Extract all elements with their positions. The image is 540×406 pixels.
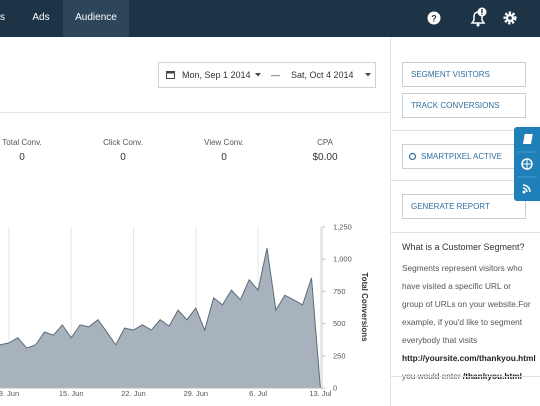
url: http://yoursite.com/thankyou.html xyxy=(402,353,536,363)
nav-tab[interactable]: s xyxy=(0,12,5,23)
text: Segments represent visitors who have vis… xyxy=(402,263,531,345)
y-tick-label: 1,250 xyxy=(333,223,352,232)
bell-icon[interactable] xyxy=(470,7,487,27)
y-tick-label: 750 xyxy=(333,287,346,296)
button[interactable]: SMARTPIXEL ACTIVE xyxy=(402,144,526,169)
chart: Total Conversions 8. Jun 15. Jun 22. Jun 29… xyxy=(0,223,369,398)
divider xyxy=(391,180,540,181)
x-tick-label: 6. Jul xyxy=(249,389,267,398)
stat-label: Total Conv. xyxy=(2,138,42,147)
stat-label: CPA xyxy=(317,138,333,147)
date-separator: — xyxy=(271,70,280,80)
settings-icon[interactable] xyxy=(503,11,517,25)
button[interactable]: TRACK CONVERSIONS xyxy=(402,93,526,118)
y-tick-label: 0 xyxy=(333,384,337,393)
x-tick-label: 15. Jun xyxy=(59,389,84,398)
divider xyxy=(391,130,540,131)
top-nav: s Ads Audience ? xyxy=(0,0,540,37)
button[interactable]: GENERATE REPORT xyxy=(402,194,526,219)
side-tools xyxy=(514,127,540,201)
book-icon[interactable] xyxy=(523,134,533,144)
globe-icon[interactable] xyxy=(521,158,533,170)
tool-icons xyxy=(517,134,537,194)
x-tick-label: 22. Jun xyxy=(121,389,146,398)
nav-tab[interactable]: Audience xyxy=(63,0,129,37)
rss-icon[interactable] xyxy=(522,184,531,194)
nav-tab[interactable]: Ads xyxy=(32,12,50,23)
divider xyxy=(391,232,540,233)
y-tick-label: 500 xyxy=(333,319,346,328)
stat-value: 0 xyxy=(221,152,227,163)
caret xyxy=(365,73,371,77)
help-icon[interactable]: ? xyxy=(427,11,441,25)
stat-label: View Conv. xyxy=(204,138,244,147)
y-tick-label: 250 xyxy=(333,351,346,360)
status-icon xyxy=(408,152,417,161)
calendar-icon xyxy=(166,71,175,79)
stat-value: 0 xyxy=(19,152,25,163)
y-axis-title: Total Conversions xyxy=(360,272,369,342)
svg-text:?: ? xyxy=(431,14,437,24)
start-date: Mon, Sep 1 2014 xyxy=(182,70,251,80)
date-picker[interactable]: Mon, Sep 1 2014 — Sat, Oct 4 2014 xyxy=(158,62,376,88)
caret xyxy=(255,73,261,77)
stat-value: $0.00 xyxy=(312,152,338,163)
x-tick-label: 13. Jul xyxy=(309,389,331,398)
divider xyxy=(391,376,540,377)
x-tick-label: 29. Jun xyxy=(183,389,208,398)
stat-value: 0 xyxy=(120,152,126,163)
divider xyxy=(0,112,390,113)
x-tick-label: 8. Jun xyxy=(0,389,19,398)
button[interactable]: SEGMENT VISITORS xyxy=(402,62,526,87)
stat-label: Click Conv. xyxy=(103,138,143,147)
end-date: Sat, Oct 4 2014 xyxy=(291,70,354,80)
nav-icons: ? xyxy=(427,7,517,27)
area xyxy=(0,248,321,388)
area-line xyxy=(0,248,321,389)
y-tick-label: 1,000 xyxy=(333,255,352,264)
help-title: What is a Customer Segment? xyxy=(402,242,525,252)
help-text: Segments represent visitors who have vis… xyxy=(402,259,536,385)
